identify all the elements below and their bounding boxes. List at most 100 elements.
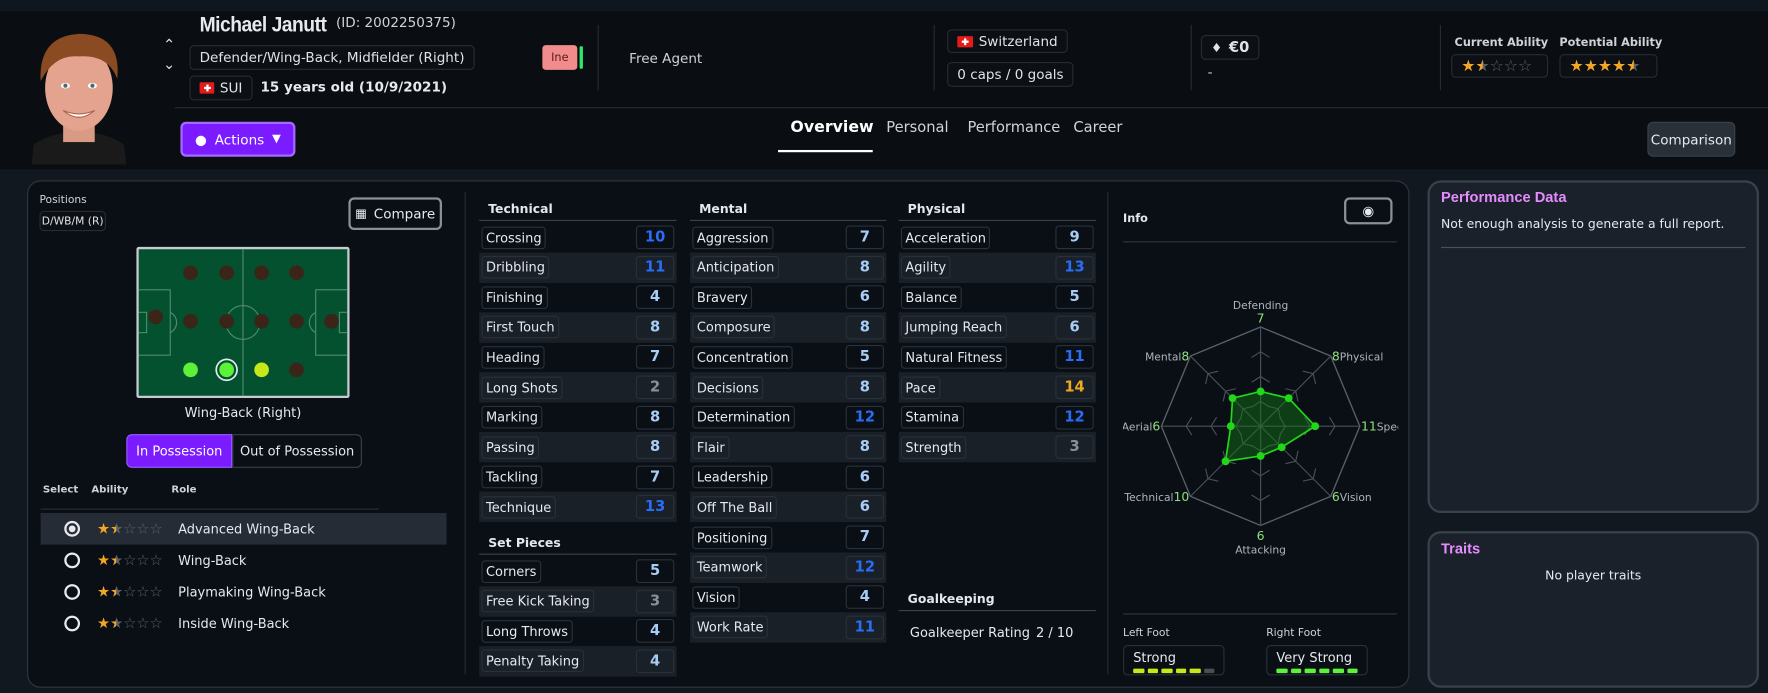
divider [1439, 24, 1442, 91]
attribute-row[interactable]: Leadership 6 [690, 462, 886, 492]
attribute-row[interactable]: Tackling 7 [479, 462, 676, 492]
attribute-row[interactable]: Vision 4 [690, 582, 886, 612]
attribute-row[interactable]: Long Shots 2 [479, 372, 677, 403]
attribute-row[interactable]: Technique 13 [479, 492, 677, 523]
actions-button[interactable]: ● Actions ▼ [180, 121, 296, 157]
role-radio[interactable] [63, 615, 80, 632]
tab-performance[interactable]: Performance [967, 119, 1061, 137]
attribute-row[interactable]: Pace 14 [898, 372, 1096, 403]
attribute-row[interactable]: Off The Ball 6 [690, 492, 887, 523]
position-dot[interactable] [218, 313, 234, 329]
attribute-row[interactable]: Long Throws 4 [479, 616, 676, 646]
role-radio[interactable] [63, 552, 80, 569]
position-dot[interactable] [148, 309, 164, 324]
attribute-row[interactable]: Anticipation 8 [690, 252, 887, 283]
attribute-row[interactable]: Finishing 4 [479, 282, 676, 312]
radar-axis-label: Technical10 [1123, 489, 1189, 504]
foot-strength-bar [1304, 668, 1316, 674]
tab-personal[interactable]: Personal [886, 119, 949, 137]
performance-divider [1441, 246, 1746, 249]
position-dot[interactable] [218, 265, 234, 280]
attribute-row[interactable]: Work Rate 11 [690, 612, 887, 643]
role-row[interactable]: ★★☆☆☆Wing-Back [41, 545, 447, 577]
compare-button[interactable]: ▦ Compare [348, 197, 442, 231]
attribute-name: Strength [900, 436, 967, 459]
position-dot-midfielder-right[interactable] [254, 362, 270, 377]
radar-value: 10 [1174, 489, 1190, 504]
attribute-row[interactable]: Composure 8 [690, 312, 887, 343]
radar-tick [1285, 388, 1299, 402]
attribute-name: Passing [481, 436, 540, 459]
position-dot[interactable] [324, 313, 339, 329]
attribute-row[interactable]: Heading 7 [479, 342, 676, 372]
divider [597, 24, 599, 91]
attribute-name: Flair [692, 436, 730, 459]
attribute-row[interactable]: Agility 13 [898, 252, 1096, 283]
star-icon: ☆ [136, 520, 150, 538]
tab-overview[interactable]: Overview [790, 118, 874, 137]
attribute-value: 13 [1055, 255, 1094, 280]
attribute-row[interactable]: Strength 3 [898, 432, 1096, 463]
star-icon: ☆ [1517, 56, 1533, 75]
attribute-value: 8 [635, 405, 675, 430]
next-player-icon[interactable]: ⌄ [162, 56, 176, 74]
chevron-down-icon: ▼ [272, 133, 281, 146]
attribute-name: Aggression [692, 226, 773, 249]
pitch-lines [138, 249, 348, 396]
attribute-row[interactable]: First Touch 8 [479, 312, 677, 343]
section-divider [479, 219, 677, 221]
attribute-row[interactable]: Acceleration 9 [899, 222, 1096, 252]
position-dot[interactable] [288, 313, 304, 329]
position-dot-selected-wing-back-right[interactable] [218, 362, 234, 377]
attribute-row[interactable]: Flair 8 [690, 432, 887, 463]
previous-player-icon[interactable]: ⌃ [162, 37, 176, 55]
attribute-row[interactable]: Stamina 12 [899, 402, 1096, 432]
performance-data-text: Not enough analysis to generate a full r… [1441, 216, 1725, 232]
attribute-row[interactable]: Crossing 10 [479, 222, 676, 252]
attribute-row[interactable]: Natural Fitness 11 [899, 342, 1096, 372]
position-dot-wing-back-left[interactable] [183, 362, 199, 377]
attribute-row[interactable]: Jumping Reach 6 [898, 312, 1096, 343]
in-possession-toggle[interactable]: In Possession [126, 434, 233, 468]
attribute-row[interactable]: Balance 5 [899, 282, 1096, 312]
position-dot[interactable] [183, 313, 199, 329]
country-chip: Switzerland [947, 29, 1068, 53]
attribute-row[interactable]: Dribbling 11 [479, 252, 677, 283]
position-dot[interactable] [288, 265, 304, 280]
attribute-row[interactable]: Decisions 8 [690, 372, 887, 403]
divider [933, 24, 935, 91]
attribute-row[interactable]: Positioning 7 [690, 522, 886, 552]
attribute-name: Stamina [900, 406, 964, 429]
position-dot[interactable] [254, 313, 270, 329]
attribute-row[interactable]: Passing 8 [479, 432, 677, 463]
attribute-name: Leadership [692, 466, 773, 489]
comparison-button[interactable]: Comparison [1647, 121, 1736, 157]
select-column-header: Select [42, 484, 79, 497]
role-row[interactable]: ★★☆☆☆Advanced Wing-Back [40, 513, 447, 545]
attribute-row[interactable]: Determination 12 [690, 402, 886, 432]
attribute-row[interactable]: Concentration 5 [690, 342, 886, 372]
attribute-row[interactable]: Bravery 6 [690, 282, 886, 312]
out-of-possession-toggle[interactable]: Out of Possession [232, 434, 362, 468]
radar-axis-label: Defending [1233, 299, 1288, 312]
ability-column-header: Ability [91, 484, 129, 497]
radar-settings-button[interactable]: ◉ [1344, 197, 1393, 225]
role-row[interactable]: ★★☆☆☆Inside Wing-Back [41, 608, 447, 640]
position-dot[interactable] [288, 362, 304, 377]
role-row[interactable]: ★★☆☆☆Playmaking Wing-Back [41, 576, 447, 608]
position-dot[interactable] [183, 265, 199, 280]
status-badge: Ine [542, 45, 578, 70]
attribute-row[interactable]: Marking 8 [479, 402, 676, 432]
attribute-row[interactable]: Free Kick Taking 3 [479, 585, 677, 617]
attribute-row[interactable]: Penalty Taking 4 [479, 645, 677, 677]
section-divider [690, 219, 887, 221]
attribute-row[interactable]: Aggression 7 [690, 222, 886, 252]
tab-career[interactable]: Career [1073, 119, 1123, 137]
role-radio[interactable] [63, 520, 80, 537]
radar-value: 8 [1181, 349, 1189, 364]
role-radio[interactable] [63, 584, 80, 600]
radar-tick [1267, 405, 1282, 420]
attribute-row[interactable]: Corners 5 [479, 556, 676, 586]
position-dot[interactable] [254, 265, 270, 280]
attribute-row[interactable]: Teamwork 12 [690, 552, 887, 583]
